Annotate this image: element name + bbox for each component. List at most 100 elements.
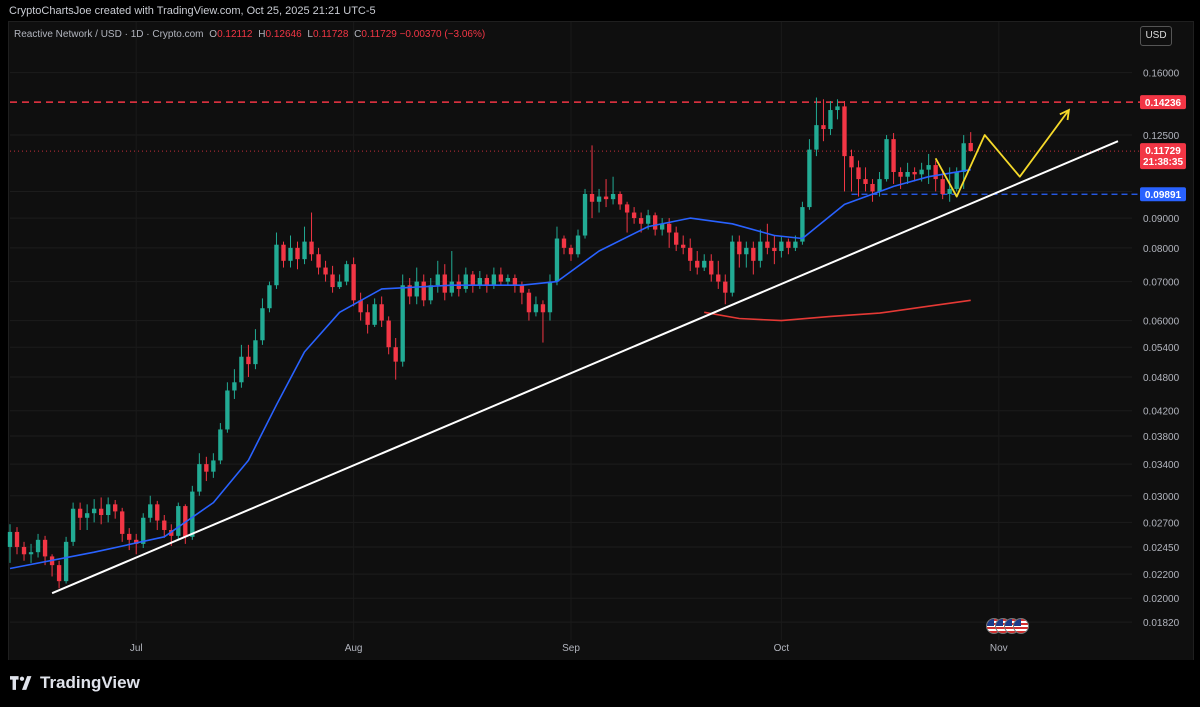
candle-body [856,167,861,180]
candle-body [106,504,111,516]
bearish-candle [540,300,546,343]
bullish-candle [91,499,97,523]
bearish-candle [98,497,104,525]
candle-body [933,165,938,180]
long-moving-average [704,299,971,322]
low-label: L [307,29,313,40]
footer-bar [0,660,1200,707]
candle-body [56,565,62,582]
candle-body [386,320,391,348]
candle-body [21,546,27,555]
bullish-candle [7,524,13,563]
candle-body [14,531,20,547]
economic-events[interactable] [986,618,1030,634]
tradingview-logo-icon [10,676,32,690]
change-value: −0.00370 (−3.06%) [399,29,486,40]
candle-body [940,179,945,194]
bullish-candle [344,260,349,286]
candle-body [176,506,181,536]
candle-body [113,504,118,512]
candle-body [120,511,125,534]
resistance-price-tag-text: 0.14236 [1145,98,1182,109]
candle-body [498,274,504,282]
bearish-candle [365,304,370,334]
bullish-candle [337,274,342,289]
candle-body [351,264,356,301]
projection-arrowhead [1059,108,1071,121]
candle-body [842,106,847,157]
bullish-candle [505,274,511,286]
bearish-candle [849,149,854,192]
price-tick-label: 0.12500 [1143,131,1180,142]
candle-body [414,281,419,297]
bearish-candle [49,554,55,577]
bullish-candle [428,278,433,305]
bearish-candle [113,500,118,519]
candle-body [98,508,104,516]
bearish-candle [484,274,490,293]
price-tick-label: 0.04200 [1143,407,1180,418]
candle-body [309,241,314,255]
bullish-candle [807,139,812,210]
candle-body [84,513,90,518]
candle-body [828,110,833,130]
candle-body [568,247,574,255]
bearish-candle [891,133,896,184]
bearish-candle [674,226,679,252]
candle-body [393,347,398,362]
last-price-tag-bg [1140,143,1186,170]
candle-body [912,171,917,175]
bearish-candle [498,267,504,286]
bearish-candle [912,167,917,182]
price-tick-label: 0.02200 [1143,570,1180,581]
candle-body [330,274,335,288]
bearish-candle [442,264,447,301]
bullish-candle [659,218,665,236]
bullish-candle [84,504,90,530]
candle-body [659,223,665,230]
candle-body [428,285,433,301]
bearish-candle [723,274,728,305]
bearish-candle [351,257,356,307]
bearish-candle [863,167,868,192]
bearish-candle [688,238,693,271]
candle-body [470,274,475,286]
candle-body [575,235,581,255]
price-tick-label: 0.03800 [1143,432,1180,443]
tradingview-logo[interactable]: TradingView [10,673,140,693]
candle-body [891,139,896,172]
candle-body [505,278,511,282]
bearish-candle [155,500,160,530]
candle-body [968,143,973,152]
bearish-candle [589,145,595,219]
candle-body [730,241,735,293]
us-flag-icon[interactable] [1013,618,1029,634]
candle-body [898,171,903,177]
candle-body [961,143,966,172]
bearish-candle [316,247,321,275]
bullish-candle [260,298,265,345]
bearish-candle [617,191,623,210]
currency-button[interactable]: USD [1140,26,1172,46]
candle-body [91,508,97,514]
bearish-candle [695,251,700,275]
candle-body [477,278,483,286]
candle-body [947,188,952,194]
candle-body [267,285,272,309]
chart-panel[interactable] [8,21,1194,661]
bearish-candle [561,235,567,255]
candle-body [765,241,770,248]
price-tick-label: 0.08000 [1143,244,1180,255]
candle-body [849,156,854,168]
time-tick-label: Sep [562,643,580,654]
price-tick-label: 0.01820 [1143,618,1180,629]
bearish-candle [120,507,125,542]
bearish-candle [21,541,27,561]
bullish-candle [554,226,560,286]
low-value: 0.11728 [312,29,349,40]
candle-body [954,171,959,189]
price-tick-label: 0.02000 [1143,594,1180,605]
candle-body [582,193,588,236]
bullish-candle [435,260,440,293]
